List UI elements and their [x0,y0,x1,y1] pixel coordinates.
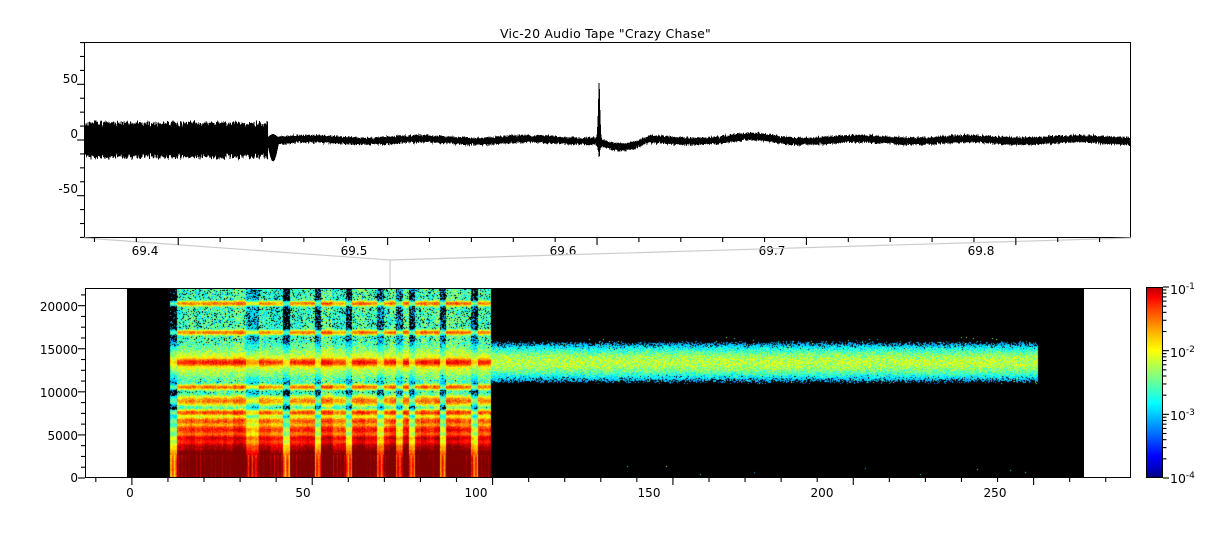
page-title: Vic-20 Audio Tape "Crazy Chase" [499,26,711,41]
waveform-xtick-3: 69.7 [758,244,786,258]
waveform-ytick-0: 0 [70,127,78,141]
spectrogram-plot-area [85,288,1131,478]
waveform-plot-area [84,42,1131,238]
spectrogram-ytick-5000: 5000 [47,429,78,443]
spectrogram-xtick-250: 250 [983,486,1007,500]
waveform-xtick-4: 69.8 [967,244,995,258]
colorbar-mantissa-1: 10 [1170,345,1186,361]
spectrogram-xtick-150: 150 [637,486,661,500]
spectrogram-canvas [127,289,1084,477]
colorbar-label-0: 10-1 [1170,282,1195,297]
zoom-connector [83,237,1132,288]
spectrogram-ytick-15000: 15000 [39,343,78,357]
waveform-ytick-50: 50 [62,72,78,86]
colorbar-mantissa-3: 10 [1170,471,1186,487]
colorbar-label-2: 10-3 [1170,408,1195,423]
colorbar-mantissa-0: 10 [1170,282,1186,298]
colorbar-exponent-0: -1 [1185,282,1195,292]
colorbar-mantissa-2: 10 [1170,408,1186,424]
spectrogram-xtick-0: 0 [126,486,134,500]
colorbar-label-1: 10-2 [1170,345,1195,360]
spectrogram-xtick-200: 200 [810,486,834,500]
waveform-ytick-neg50: -50 [58,182,78,196]
waveform-xtick-0: 69.4 [131,244,159,258]
waveform-trace [85,82,1130,162]
spectrogram-ytick-10000: 10000 [39,386,78,400]
spectrogram-xtick-100: 100 [464,486,488,500]
colorbar-label-3: 10-4 [1170,471,1195,486]
colorbar-exponent-2: -3 [1185,408,1195,418]
colorbar-exponent-3: -4 [1185,471,1195,481]
spectrogram-ytick-20000: 20000 [39,300,78,314]
colorbar-exponent-1: -2 [1185,345,1195,355]
spectrogram-ytick-0: 0 [70,471,78,485]
waveform-xtick-1: 69.5 [340,244,368,258]
spectrogram-image [127,289,1084,477]
spectrogram-xtick-50: 50 [295,486,311,500]
colorbar [1146,287,1163,478]
